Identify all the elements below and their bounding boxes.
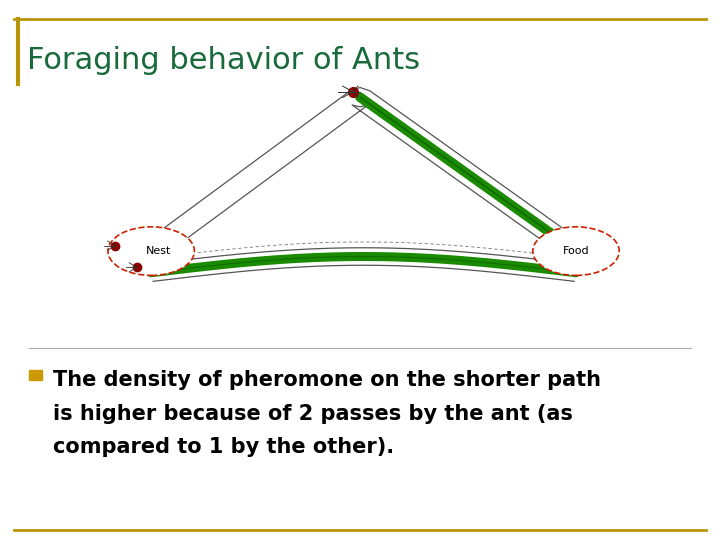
Bar (29, 370, 42, 380)
Ellipse shape (533, 227, 619, 275)
Text: compared to 1 by the other).: compared to 1 by the other). (53, 437, 394, 457)
Text: Food: Food (563, 246, 589, 256)
Text: The density of pheromone on the shorter path: The density of pheromone on the shorter … (53, 370, 600, 390)
Text: Nest: Nest (145, 246, 171, 256)
Ellipse shape (108, 227, 194, 275)
Text: Foraging behavior of Ants: Foraging behavior of Ants (27, 46, 420, 75)
Text: is higher because of 2 passes by the ant (as: is higher because of 2 passes by the ant… (53, 404, 572, 424)
